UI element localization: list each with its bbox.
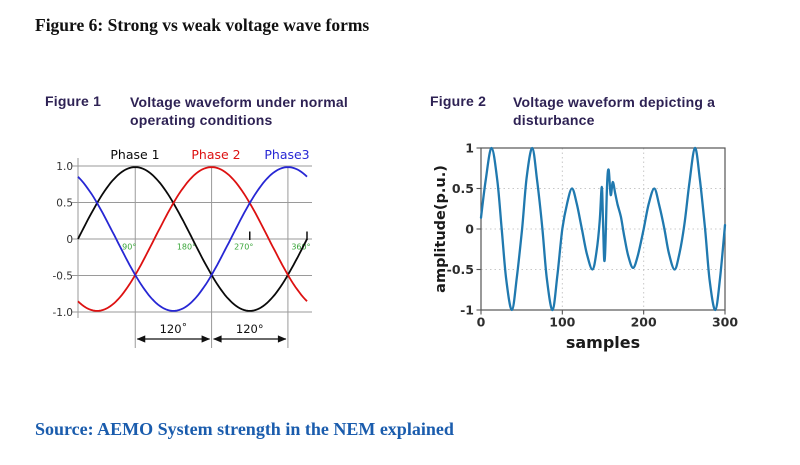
legend-phase-3: Phase3 — [264, 147, 310, 162]
y-tick-label: -1.0 — [53, 307, 74, 319]
figure2-title-line1: Voltage waveform depicting a — [513, 94, 716, 110]
x-tick-label: 90° — [122, 243, 136, 252]
source-line: Source: AEMO System strength in the NEM … — [35, 419, 454, 439]
y-tick-label: -1 — [460, 302, 474, 317]
figure2-x-axis-label: samples — [565, 333, 641, 352]
y-tick-label: 1 — [465, 140, 474, 155]
y-tick-label: 1.0 — [56, 161, 73, 173]
figure2-chart: 0 100 200 300 1 0.5 0 -0.5 -1 — [447, 140, 739, 330]
phase-curve-3 — [77, 166, 308, 312]
y-tick-label: 0 — [465, 221, 474, 236]
phase-curve-2 — [77, 166, 308, 312]
figure2-title-line2: disturbance — [513, 112, 595, 128]
x-tick-label: 200 — [631, 315, 657, 330]
figure2-label: Figure 2 — [430, 93, 487, 109]
figure1-title: Voltage waveform under normal operating … — [130, 93, 348, 129]
y-tick-label: -0.5 — [53, 270, 74, 282]
span-arrowhead-right — [201, 335, 211, 343]
phase-curve-1 — [77, 166, 308, 312]
legend-phase-1: Phase 1 — [110, 147, 160, 162]
y-tick-label: 0.5 — [56, 197, 73, 209]
y-tick-label: -0.5 — [447, 262, 474, 277]
figure1-chart: 1.0 0.5 0 -0.5 -1.0 90° 180° 270° 360° 120˚ 120° — [53, 158, 312, 348]
y-tick-label: 0.5 — [452, 181, 474, 196]
figure1-title-line1: Voltage waveform under normal — [130, 94, 348, 110]
x-tick-label: 360° — [291, 243, 310, 252]
legend-phase-2: Phase 2 — [191, 147, 241, 162]
voltage-waveform — [479, 146, 727, 312]
x-tick-label: 180° — [177, 243, 196, 252]
span-label: 120˚ — [160, 321, 188, 336]
figure1-title-line2: operating conditions — [130, 112, 273, 128]
x-tick-label: 0 — [477, 315, 486, 330]
x-tick-label: 300 — [712, 315, 738, 330]
span-arrowhead-right — [277, 335, 287, 343]
x-tick-label: 100 — [549, 315, 575, 330]
figure1-label: Figure 1 — [45, 93, 102, 109]
page-title: Figure 6: Strong vs weak voltage wave fo… — [35, 15, 370, 35]
span-arrowhead-left — [136, 335, 146, 343]
x-tick-label: 270° — [234, 243, 253, 252]
y-tick-label: 0 — [66, 234, 73, 246]
figure2-title: Voltage waveform depicting a disturbance — [513, 93, 715, 129]
span-label: 120° — [236, 322, 264, 336]
span-arrowhead-left — [213, 335, 222, 343]
